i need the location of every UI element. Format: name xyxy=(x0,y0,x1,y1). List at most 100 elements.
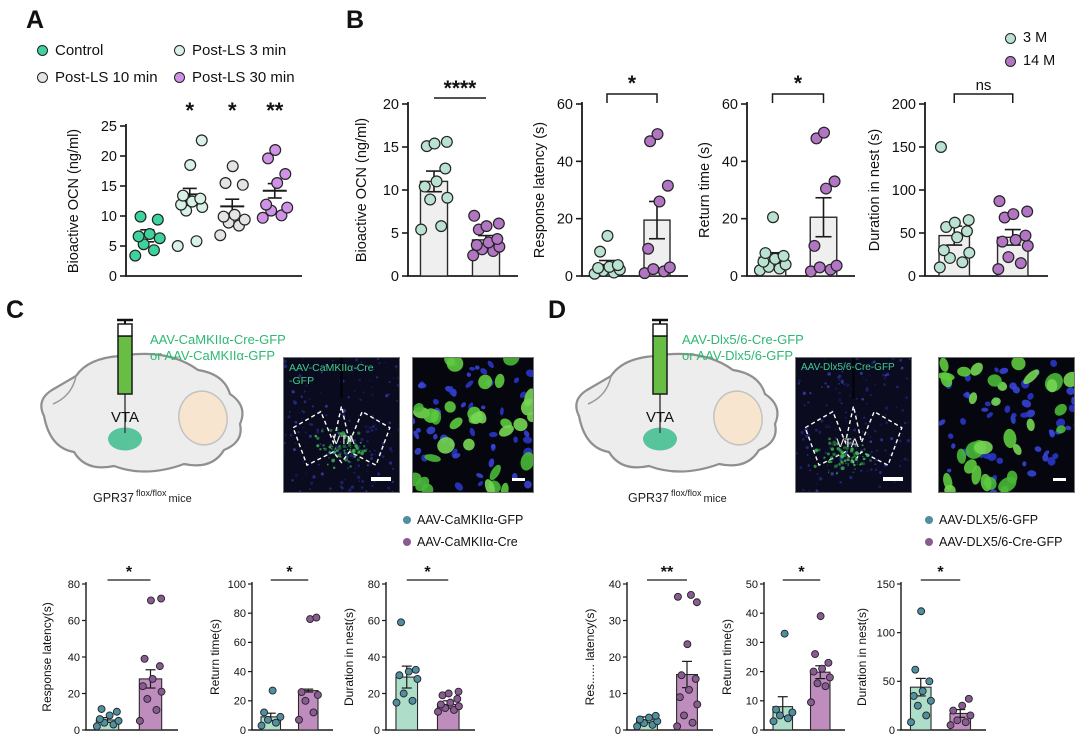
svg-text:*: * xyxy=(185,98,194,123)
svg-text:40: 40 xyxy=(234,666,246,678)
svg-text:0: 0 xyxy=(908,269,916,285)
svg-text:10: 10 xyxy=(101,209,117,225)
vta-label: VTA xyxy=(111,409,139,426)
panel-c-label: C xyxy=(6,296,25,324)
chart-duration-in-nest-camk: 0 20 40 60 80 Duration in nest(s) * xyxy=(342,560,477,742)
legend-label: AAV-DLX5/6-Cre-GFP xyxy=(939,535,1063,549)
svg-text:**: ** xyxy=(661,564,674,581)
vta-region-label: VTA xyxy=(332,433,355,448)
chart-return-time-dlx: 0 10 20 30 40 50 Return time(s) * xyxy=(720,560,847,742)
injection-virus-line1: AAV-CaMKIIα-Cre-GFP xyxy=(150,332,286,347)
svg-text:40: 40 xyxy=(368,652,380,664)
svg-text:10: 10 xyxy=(746,696,758,708)
svg-text:5: 5 xyxy=(391,226,399,242)
brain-injection-diagram-c: VTA xyxy=(28,318,263,508)
postls3-dot-icon xyxy=(174,45,185,56)
vta-region-blob xyxy=(108,427,142,451)
svg-text:25: 25 xyxy=(101,119,117,135)
cerebellum-region xyxy=(713,390,763,446)
cerebellum-region xyxy=(178,390,228,446)
svg-text:100: 100 xyxy=(228,579,246,591)
svg-text:80: 80 xyxy=(368,579,380,591)
svg-text:50: 50 xyxy=(883,676,895,688)
legend-label: Control xyxy=(55,42,104,59)
svg-text:60: 60 xyxy=(557,97,573,113)
svg-text:40: 40 xyxy=(557,154,573,170)
brain-diagram-svg: VTA xyxy=(40,318,244,473)
svg-text:Return time(s): Return time(s) xyxy=(720,619,734,695)
legend-label: AAV-DLX5/6-GFP xyxy=(939,513,1039,527)
svg-text:10: 10 xyxy=(609,688,621,700)
svg-text:50: 50 xyxy=(900,226,916,242)
svg-text:Return time (s): Return time (s) xyxy=(697,142,713,238)
svg-text:0: 0 xyxy=(374,725,380,737)
svg-text:Response latency (s): Response latency (s) xyxy=(532,122,548,258)
svg-text:20: 20 xyxy=(234,696,246,708)
frontal-lobe-divider xyxy=(587,375,612,405)
svg-text:*: * xyxy=(937,564,944,581)
legend-item-control: Control xyxy=(37,42,103,59)
control-dot-icon xyxy=(37,45,48,56)
chart-return-time-camk: 0 20 40 60 80 100 Return time(s) * xyxy=(208,560,335,742)
svg-text:0: 0 xyxy=(730,269,738,285)
svg-text:*: * xyxy=(628,72,637,95)
svg-text:40: 40 xyxy=(722,154,738,170)
brain-diagram-svg: VTA xyxy=(575,318,779,473)
svg-text:60: 60 xyxy=(722,97,738,113)
age-3m-dot-icon xyxy=(1005,32,1016,44)
svg-text:Bioactive OCN (ng/ml): Bioactive OCN (ng/ml) xyxy=(66,129,82,273)
micrograph-virus-label-line1: AAV-CaMKIIα-Cre xyxy=(289,362,374,374)
legend-label: AAV-CaMKIIα-Cre xyxy=(417,535,518,549)
svg-text:****: **** xyxy=(444,77,478,100)
svg-text:Duration in nest(s): Duration in nest(s) xyxy=(342,608,356,706)
svg-text:Res...... latency(s): Res...... latency(s) xyxy=(583,609,597,706)
panel-d-label: D xyxy=(548,296,567,324)
legend-item-camk-gfp: AAV-CaMKIIα-GFP xyxy=(403,513,523,527)
chart-duration-in-nest-dlx: 0 50 100 150 Duration in nest(s) * xyxy=(855,560,988,742)
legend-item-postls-30min: Post-LS 30 min xyxy=(174,69,295,86)
svg-text:30: 30 xyxy=(609,615,621,627)
svg-text:60: 60 xyxy=(368,615,380,627)
chart-response-latency-age: 0 20 40 60 Response latency (s) * xyxy=(530,70,690,292)
svg-text:60: 60 xyxy=(68,615,80,627)
legend-item-postls-3min: Post-LS 3 min xyxy=(174,42,286,59)
svg-text:100: 100 xyxy=(892,183,916,199)
svg-text:20: 20 xyxy=(609,652,621,664)
svg-text:50: 50 xyxy=(746,579,758,591)
gene-name: GPR37 xyxy=(93,491,134,505)
svg-text:Duration in nest (s): Duration in nest (s) xyxy=(867,129,883,252)
svg-text:20: 20 xyxy=(557,212,573,228)
camk-cre-dot-icon xyxy=(403,538,411,546)
vta-section-micrograph-d: AAV-Dlx5/6-Cre-GFP VTA xyxy=(795,357,912,493)
scale-bar xyxy=(883,477,903,481)
svg-text:0: 0 xyxy=(565,269,573,285)
svg-text:*: * xyxy=(286,564,293,581)
svg-text:100: 100 xyxy=(877,627,895,639)
mice-suffix: mice xyxy=(168,493,192,505)
svg-text:*: * xyxy=(794,72,803,95)
svg-text:0: 0 xyxy=(889,725,895,737)
legend-label: Post-LS 10 min xyxy=(55,69,158,86)
legend-item-camk-cre: AAV-CaMKIIα-Cre xyxy=(403,535,518,549)
legend-item-dlx-gfp: AAV-DLX5/6-GFP xyxy=(925,513,1038,527)
genotype-superscript: flox/flox xyxy=(671,488,702,498)
micrograph-virus-label-line1: AAV-Dlx5/6-Cre-GFP xyxy=(801,362,895,373)
scale-bar xyxy=(371,477,391,481)
gfp-cells-micrograph-c xyxy=(412,357,534,493)
mouse-genotype-caption-c: GPR37 flox/flox mice xyxy=(93,488,192,505)
svg-text:150: 150 xyxy=(892,140,916,156)
legend-item-dlx-cre: AAV-DLX5/6-Cre-GFP xyxy=(925,535,1062,549)
svg-text:10: 10 xyxy=(383,183,399,199)
svg-text:*: * xyxy=(798,564,805,581)
mouse-genotype-caption-d: GPR37 flox/flox mice xyxy=(628,488,727,505)
panel-b-label: B xyxy=(346,6,365,34)
scale-bar xyxy=(1053,477,1066,481)
injection-virus-line2: or AAV-Dlx5/6-GFP xyxy=(682,348,794,364)
svg-text:80: 80 xyxy=(234,608,246,620)
legend-item-3m: 3 M xyxy=(1005,30,1047,46)
svg-text:Response latency(s): Response latency(s) xyxy=(40,602,54,711)
svg-text:20: 20 xyxy=(383,97,399,113)
legend-item-postls-10min: Post-LS 10 min xyxy=(37,69,158,86)
frontal-lobe-divider xyxy=(52,375,77,405)
